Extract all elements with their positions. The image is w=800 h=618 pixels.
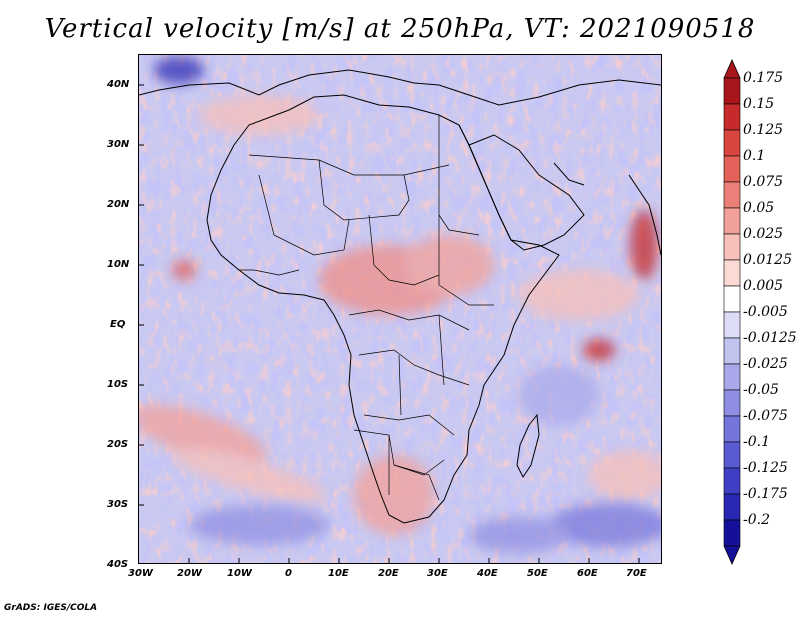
colorbar-swatch [723, 259, 741, 287]
colorbar-swatch [723, 181, 741, 209]
lat-label-eq: EQ [110, 319, 126, 330]
colorbar-swatch [723, 233, 741, 261]
lon-label-20w: 20W [177, 568, 202, 579]
lon-label-30e: 30E [427, 568, 448, 579]
colorbar [723, 59, 741, 565]
colorbar-level-label: 0.0125 [743, 252, 792, 268]
coastlines [139, 69, 661, 524]
lat-label-10n: 10N [107, 259, 130, 270]
lon-label-40e: 40E [477, 568, 498, 579]
lat-label-20n: 20N [107, 199, 130, 210]
colorbar-swatch [723, 441, 741, 469]
colorbar-swatch [723, 389, 741, 417]
colorbar-swatch [723, 207, 741, 235]
lon-label-0: 0 [285, 568, 292, 579]
colorbar-level-label: -0.005 [743, 304, 788, 320]
descent-zones [154, 56, 661, 553]
map-field [139, 55, 661, 563]
colorbar-min-arrow [723, 545, 741, 565]
colorbar-level-label: -0.125 [743, 460, 788, 476]
colorbar-level-label: -0.05 [743, 382, 779, 398]
colorbar-swatch [723, 311, 741, 339]
colorbar-level-label: 0.1 [743, 148, 766, 164]
lat-label-20s: 20S [107, 439, 129, 450]
colorbar-swatch [723, 467, 741, 495]
lat-label-30n: 30N [107, 139, 130, 150]
lon-label-30w: 30W [128, 568, 153, 579]
lon-label-70e: 70E [626, 568, 647, 579]
colorbar-swatch [723, 493, 741, 521]
ascent-zones [139, 95, 661, 535]
colorbar-level-label: -0.175 [743, 486, 788, 502]
colorbar-level-label: -0.025 [743, 356, 788, 372]
colorbar-max-arrow [723, 59, 741, 79]
colorbar-swatch [723, 337, 741, 365]
lat-label-40n: 40N [107, 79, 130, 90]
vertical-velocity-map [138, 54, 662, 564]
colorbar-swatch [723, 129, 741, 157]
colorbar-swatch [723, 519, 741, 547]
colorbar-level-label: 0.15 [743, 96, 775, 112]
lat-label-30s: 30S [107, 499, 129, 510]
colorbar-level-label: 0.175 [743, 70, 784, 86]
colorbar-swatch [723, 103, 741, 131]
colorbar-swatch [723, 285, 741, 313]
lon-label-50e: 50E [527, 568, 548, 579]
colorbar-level-label: -0.2 [743, 512, 770, 528]
colorbar-level-label: 0.125 [743, 122, 784, 138]
map-title: Vertical velocity [m/s] at 250hPa, VT: 2… [44, 14, 756, 44]
lon-label-60e: 60E [577, 568, 598, 579]
colorbar-level-label: 0.025 [743, 226, 784, 242]
colorbar-level-label: -0.0125 [743, 330, 797, 346]
colorbar-level-label: 0.005 [743, 278, 784, 294]
lat-label-10s: 10S [107, 379, 129, 390]
colorbar-level-label: 0.075 [743, 174, 784, 190]
credit-text: GrADS: IGES/COLA [4, 603, 98, 613]
colorbar-swatch [723, 77, 741, 105]
colorbar-swatch [723, 155, 741, 183]
lon-label-10e: 10E [328, 568, 349, 579]
colorbar-swatch [723, 415, 741, 443]
colorbar-level-label: 0.05 [743, 200, 775, 216]
lat-label-40s: 40S [107, 559, 129, 570]
country-borders [239, 115, 494, 501]
colorbar-level-label: -0.075 [743, 408, 788, 424]
frame-ticks [139, 84, 640, 563]
colorbar-level-label: -0.1 [743, 434, 770, 450]
lon-label-10w: 10W [227, 568, 252, 579]
lon-label-20e: 20E [378, 568, 399, 579]
colorbar-swatch [723, 363, 741, 391]
